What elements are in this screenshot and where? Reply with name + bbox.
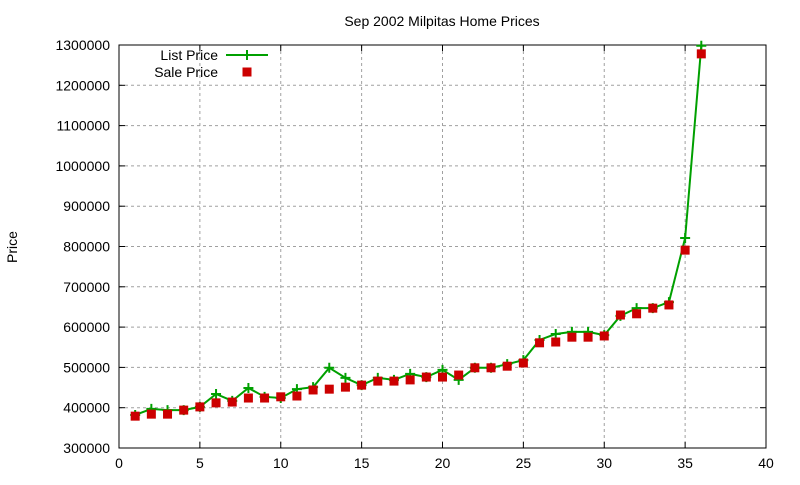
legend-label-sale-price: Sale Price: [154, 64, 218, 80]
sale-price-point: [648, 303, 658, 313]
list-price-line: [134, 45, 703, 416]
list-price-point: [696, 40, 707, 51]
sale-price-point: [179, 405, 189, 415]
y-tick-label: 500000: [63, 359, 110, 375]
sale-price-point: [632, 309, 642, 319]
sale-price-point: [551, 337, 561, 347]
x-tick-label: 0: [115, 455, 123, 471]
sale-price-point: [518, 358, 528, 368]
y-tick-label: 1300000: [55, 37, 110, 53]
sale-price-point: [211, 398, 221, 408]
sale-price-point: [502, 361, 512, 371]
ticks: 0 5 10 15 20 25 30 35 40 300000 400000 500000 600000…: [55, 37, 774, 471]
sale-price-point: [373, 376, 383, 386]
sale-price-point: [680, 245, 690, 255]
y-tick-label: 1200000: [55, 77, 110, 93]
sale-price-point: [599, 331, 609, 341]
x-tick-label: 15: [354, 455, 370, 471]
sale-price-point: [227, 397, 237, 407]
list-price-point: [680, 233, 691, 244]
sale-price-point: [389, 376, 399, 386]
list-price-point: [340, 372, 351, 383]
y-tick-label: 800000: [63, 239, 110, 255]
x-tick-label: 25: [516, 455, 532, 471]
y-tick-label: 1000000: [55, 158, 110, 174]
sale-price-point: [486, 363, 496, 373]
sale-price-point: [421, 372, 431, 382]
x-tick-label: 40: [758, 455, 774, 471]
sale-price-point: [146, 409, 156, 419]
list-price-point: [550, 328, 561, 339]
sale-price-point: [163, 409, 173, 419]
sale-price-point: [292, 391, 302, 401]
sale-price-point: [195, 402, 205, 412]
y-tick-label: 900000: [63, 198, 110, 214]
sale-price-point: [567, 332, 577, 342]
x-tick-label: 10: [273, 455, 289, 471]
sale-price-point: [324, 384, 334, 394]
sale-price-point: [535, 338, 545, 348]
plot-border: [118, 44, 767, 449]
y-tick-label: 1100000: [57, 118, 111, 134]
sale-price-point: [357, 380, 367, 390]
sale-price-point: [696, 49, 706, 59]
x-tick-label: 35: [677, 455, 693, 471]
sale-price-point: [243, 393, 253, 403]
y-tick-label: 700000: [63, 279, 110, 295]
series-layer: [130, 40, 707, 421]
legend-label-list-price: List Price: [160, 47, 218, 63]
legend-marker-list-price: [242, 50, 252, 60]
sale-price-point: [260, 393, 270, 403]
x-tick-label: 5: [196, 455, 204, 471]
sale-price-point: [276, 392, 286, 402]
y-tick-label: 600000: [63, 319, 110, 335]
x-tick-label: 30: [596, 455, 612, 471]
y-axis-label: Price: [4, 231, 20, 263]
sale-price-point: [308, 385, 318, 395]
sale-price-point: [470, 363, 480, 373]
grid: [119, 45, 766, 448]
list-price-point: [324, 362, 335, 373]
list-price-point: [211, 388, 222, 399]
sale-price-point: [583, 332, 593, 342]
sale-price-point: [664, 300, 674, 310]
chart-title: Sep 2002 Milpitas Home Prices: [344, 13, 539, 29]
sale-price-point: [405, 375, 415, 385]
x-tick-label: 20: [435, 455, 451, 471]
sale-price-point: [615, 310, 625, 320]
list-price-point: [243, 382, 254, 393]
sale-price-point: [130, 411, 140, 421]
sale-price-point: [340, 382, 350, 392]
y-tick-label: 300000: [63, 440, 110, 456]
sale-price-point: [454, 370, 464, 380]
sale-price-point: [438, 372, 447, 382]
legend: List Price Sale Price: [154, 47, 268, 80]
legend-marker-sale-price: [242, 67, 252, 77]
y-tick-label: 400000: [63, 400, 110, 416]
